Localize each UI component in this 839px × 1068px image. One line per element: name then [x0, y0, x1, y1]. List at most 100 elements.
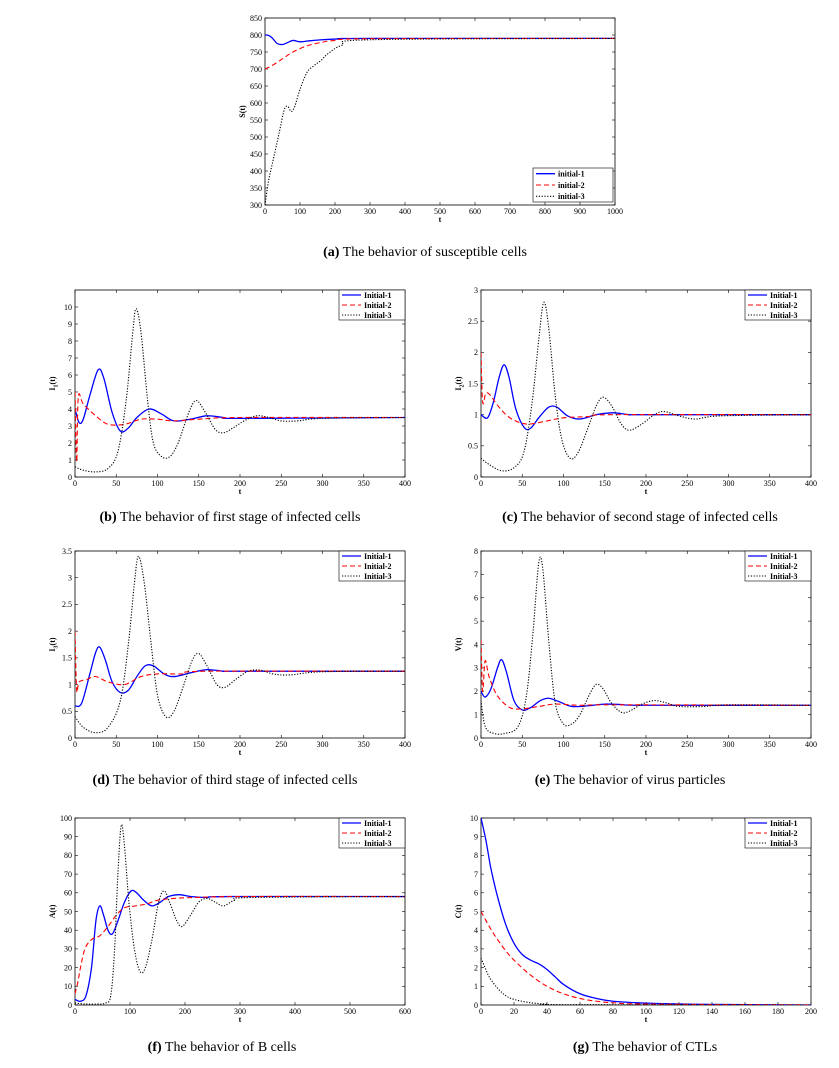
- x-tick-label: 150: [193, 479, 205, 488]
- chart-panel-e: 0 50 100 150 200 250 300 350 400 0 1 2 3 4 5 6 7 8 t V(t) In…: [454, 547, 817, 757]
- x-tick-label: 150: [599, 740, 611, 749]
- x-tick-label: 250: [275, 479, 287, 488]
- x-tick-label: 600: [469, 207, 481, 216]
- series-line-initial-2: [481, 911, 811, 1005]
- y-tick-label: 1.5: [468, 379, 478, 388]
- x-tick-label: 200: [234, 479, 246, 488]
- y-tick-label: 0: [68, 1001, 72, 1010]
- y-tick-label: 0: [474, 473, 478, 482]
- x-tick-label: 200: [329, 207, 341, 216]
- series-line-initial-1: [481, 364, 811, 431]
- y-tick-label: 6: [474, 889, 478, 898]
- x-tick-label: 120: [673, 1007, 685, 1016]
- y-tick-label: 6: [474, 594, 478, 603]
- y-tick-label: 0: [68, 473, 72, 482]
- y-tick-label: 3: [68, 422, 72, 431]
- legend-label: Initial-1: [770, 291, 798, 300]
- series-line-initial-1: [75, 889, 405, 1003]
- caption-f: (f) The behavior of B cells: [147, 1040, 297, 1055]
- x-tick-label: 200: [640, 479, 652, 488]
- series-line-initial-2: [75, 391, 405, 463]
- legend-label: Initial-2: [364, 301, 392, 310]
- legend-label: initial-3: [558, 192, 585, 201]
- y-tick-label: 30: [64, 945, 72, 954]
- y-tick-label: 80: [64, 851, 72, 860]
- y-tick-label: 7: [474, 870, 478, 879]
- caption-g: (g) The behavior of CTLs: [572, 1040, 718, 1055]
- series-line-initial-1: [481, 818, 811, 1005]
- chart-panel-b: 0 50 100 150 200 250 300 350 400 0 1 2 3 4 5 6 7 8 9 10 t I1(…: [48, 289, 411, 496]
- x-tick-label: 150: [193, 740, 205, 749]
- chart-panel-a: 0 100 200 300 400 500 600 700 800 900 1000 300 350 40…: [238, 14, 623, 224]
- y-tick-label: 1: [68, 456, 72, 465]
- x-tick-label: 300: [317, 479, 329, 488]
- x-tick-label: 100: [558, 740, 570, 749]
- y-tick-label: 1: [474, 710, 478, 719]
- legend-label: Initial-3: [770, 311, 798, 320]
- x-tick-label: 350: [358, 740, 370, 749]
- series-line-initial-3: [481, 301, 811, 472]
- y-axis-label: C(t): [454, 904, 463, 918]
- x-tick-label: 200: [234, 740, 246, 749]
- y-tick-label: 800: [250, 31, 262, 40]
- y-tick-label: 2: [68, 439, 72, 448]
- chart-panel-c: 0 50 100 150 200 250 300 350 400 0 0.5 1 1.5 2 2.5 3 t I2…: [454, 286, 817, 496]
- caption-d: (d) The behavior of third stage of infec…: [92, 773, 358, 788]
- y-tick-label: 8: [474, 851, 478, 860]
- y-tick-label: 10: [64, 982, 72, 991]
- x-tick-label: 300: [234, 1007, 246, 1016]
- y-tick-label: 60: [64, 889, 72, 898]
- y-tick-label: 3.5: [62, 547, 72, 556]
- x-axis-label: t: [239, 748, 242, 757]
- x-tick-label: 400: [805, 479, 817, 488]
- y-tick-label: 9: [68, 320, 72, 329]
- y-tick-label: 2: [68, 627, 72, 636]
- y-tick-label: 2.5: [468, 317, 478, 326]
- chart-panel-d: 0 50 100 150 200 250 300 350 400 0 0.5 1 1.5 2 2.5 3 3.5…: [48, 547, 411, 757]
- y-tick-label: 550: [250, 116, 262, 125]
- y-tick-label: 90: [64, 833, 72, 842]
- x-tick-label: 250: [681, 740, 693, 749]
- y-tick-label: 750: [250, 48, 262, 57]
- x-tick-label: 80: [609, 1007, 617, 1016]
- y-tick-label: 600: [250, 99, 262, 108]
- y-tick-label: 1: [474, 410, 478, 419]
- y-tick-label: 9: [474, 833, 478, 842]
- x-axis-label: t: [645, 748, 648, 757]
- caption-e: (e) The behavior of virus particles: [534, 773, 726, 788]
- y-tick-label: 5: [474, 617, 478, 626]
- x-tick-label: 100: [558, 479, 570, 488]
- y-tick-label: 0.5: [468, 442, 478, 451]
- y-tick-label: 0.5: [62, 707, 72, 716]
- x-axis-label: t: [439, 215, 442, 224]
- series-line-initial-1: [75, 646, 405, 708]
- y-tick-label: 0: [474, 1001, 478, 1010]
- x-tick-label: 0: [73, 479, 77, 488]
- x-tick-label: 400: [289, 1007, 301, 1016]
- x-tick-label: 250: [681, 479, 693, 488]
- x-tick-label: 100: [640, 1007, 652, 1016]
- x-tick-label: 300: [317, 740, 329, 749]
- legend-label: Initial-2: [770, 829, 798, 838]
- y-tick-label: 5: [68, 388, 72, 397]
- x-tick-label: 0: [479, 479, 483, 488]
- x-tick-label: 250: [275, 740, 287, 749]
- x-tick-label: 1000: [607, 207, 623, 216]
- y-tick-label: 1: [68, 680, 72, 689]
- x-tick-label: 0: [263, 207, 267, 216]
- x-tick-label: 50: [112, 740, 120, 749]
- y-axis-label: V(t): [454, 637, 463, 651]
- x-tick-label: 300: [723, 740, 735, 749]
- legend-label: Initial-2: [770, 301, 798, 310]
- x-tick-label: 100: [294, 207, 306, 216]
- y-tick-label: 6: [68, 371, 72, 380]
- y-tick-label: 40: [64, 926, 72, 935]
- y-tick-label: 4: [68, 405, 72, 414]
- x-tick-label: 200: [640, 740, 652, 749]
- x-tick-label: 0: [73, 740, 77, 749]
- y-tick-label: 2.5: [62, 600, 72, 609]
- y-axis-label: I2(t): [454, 376, 466, 390]
